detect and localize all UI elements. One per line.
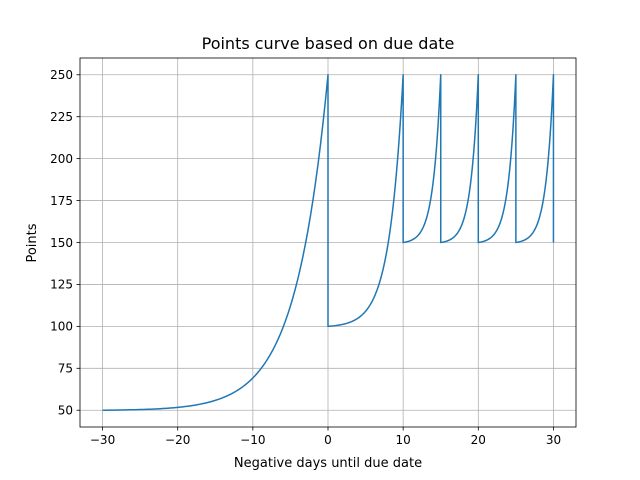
y-tick-label: 150 xyxy=(50,236,73,250)
y-axis-label: Points xyxy=(25,223,40,262)
x-tick-label: −20 xyxy=(165,433,190,447)
data-layer xyxy=(102,74,555,411)
x-axis-label: Negative days until due date xyxy=(234,456,422,471)
x-tick-label: −10 xyxy=(240,433,265,447)
chart-title: Points curve based on due date xyxy=(202,34,455,53)
tick-layer: −30 −20 −10 0 10 20 30 50 75 100 125 150 175 200 225 25… xyxy=(50,68,561,447)
y-tick-label: 125 xyxy=(50,278,73,292)
x-tick-label: 20 xyxy=(471,433,486,447)
y-tick-label: 50 xyxy=(58,404,73,418)
y-tick-label: 75 xyxy=(58,362,73,376)
x-tick-label: 0 xyxy=(324,433,332,447)
y-tick-label: 100 xyxy=(50,320,73,334)
x-tick-label: 10 xyxy=(396,433,411,447)
y-tick-label: 225 xyxy=(50,110,73,124)
x-tick-label: 30 xyxy=(546,433,561,447)
y-tick-label: 200 xyxy=(50,152,73,166)
y-tick-label: 175 xyxy=(50,194,73,208)
y-tick-label: 250 xyxy=(50,68,73,82)
x-tick-label: −30 xyxy=(90,433,115,447)
points-curve-line xyxy=(102,74,555,411)
